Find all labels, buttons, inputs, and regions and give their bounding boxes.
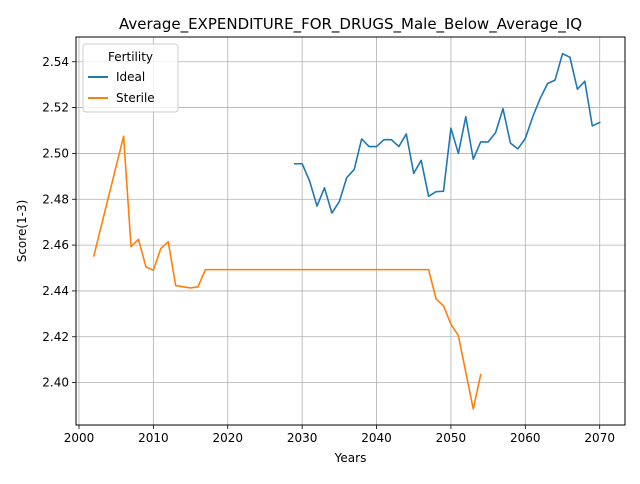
x-tick-label: 2030 [287, 431, 318, 445]
x-tick-label: 2010 [138, 431, 169, 445]
y-tick-label: 2.42 [42, 330, 69, 344]
legend-title: Fertility [108, 50, 153, 64]
y-tick-label: 2.54 [42, 55, 69, 69]
x-tick-label: 2070 [584, 431, 615, 445]
x-axis-label: Years [334, 451, 367, 465]
series-line-sterile [92, 135, 482, 410]
x-tick-label: 2050 [436, 431, 467, 445]
grid [76, 37, 625, 425]
x-tick-label: 2060 [510, 431, 541, 445]
x-tick-label: 2040 [361, 431, 392, 445]
y-tick-label: 2.44 [42, 284, 69, 298]
axes-frame [75, 36, 626, 426]
series-layer [92, 52, 601, 410]
y-ticks: 2.40 2.42 2.44 2.46 2.48 2.50 2.52 2.54 [42, 55, 76, 390]
y-tick-label: 2.46 [42, 238, 69, 252]
y-axis-label: Score(1-3) [15, 200, 29, 263]
x-ticks: 2000 2010 2020 2030 2040 2050 2060 2070 [64, 425, 615, 445]
x-tick-label: 2000 [64, 431, 95, 445]
legend-box [82, 43, 179, 113]
x-tick-label: 2020 [212, 431, 243, 445]
y-tick-label: 2.52 [42, 101, 69, 115]
legend: Fertility Ideal Sterile [82, 43, 179, 113]
series-line-ideal [293, 52, 601, 214]
y-tick-label: 2.48 [42, 192, 69, 206]
y-tick-label: 2.40 [42, 376, 69, 390]
y-tick-label: 2.50 [42, 146, 69, 160]
chart-title: Average_EXPENDITURE_FOR_DRUGS_Male_Below… [119, 15, 582, 34]
legend-label-ideal: Ideal [116, 70, 145, 84]
legend-label-sterile: Sterile [116, 91, 155, 105]
